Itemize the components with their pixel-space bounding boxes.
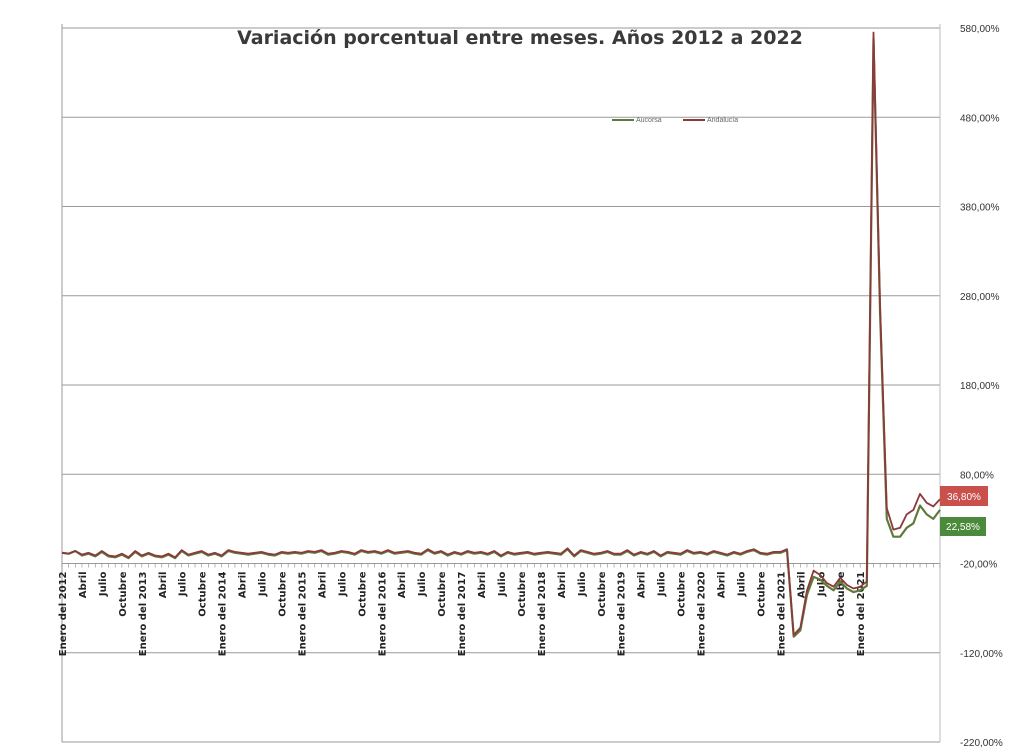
end-label-box-andalucia xyxy=(940,486,988,506)
x-tick-label-29: Abril xyxy=(637,572,648,599)
x-tick-label-16: Enero del 2016 xyxy=(377,571,388,656)
x-tick-label-36: Enero del 2021 xyxy=(776,571,787,656)
x-tick-label-4: Enero del 2013 xyxy=(138,571,149,656)
series-line-andalucia xyxy=(61,31,941,636)
x-tick-label-2: Julio xyxy=(98,571,109,597)
y-tick-label-7: -120,00% xyxy=(960,649,1003,660)
legend-label-andalucia: Andalucía xyxy=(707,117,738,124)
y-tick-label-1: 480,00% xyxy=(960,113,1000,124)
y-tick-label-3: 280,00% xyxy=(960,292,1000,303)
y-tick-label-4: 180,00% xyxy=(960,381,1000,392)
x-tick-label-9: Abril xyxy=(238,572,249,599)
x-tick-label-28: Enero del 2019 xyxy=(617,571,628,656)
x-tick-label-13: Abril xyxy=(317,572,328,599)
x-tick-label-37: Abril xyxy=(796,572,807,599)
x-tick-label-3: Octubre xyxy=(118,571,129,616)
x-tick-label-19: Octubre xyxy=(437,571,448,616)
legend-label-aucorsa: Aucorsa xyxy=(636,117,662,124)
x-tick-label-15: Octubre xyxy=(357,571,368,616)
x-tick-label-27: Octubre xyxy=(597,571,608,616)
x-tick-label-22: Julio xyxy=(497,571,508,597)
x-tick-label-30: Julio xyxy=(657,571,668,597)
x-tick-label-34: Julio xyxy=(736,571,747,597)
end-label-box-aucorsa xyxy=(940,517,986,536)
x-tick-label-5: Abril xyxy=(158,572,169,599)
x-tick-label-12: Enero del 2015 xyxy=(297,571,308,656)
series-lines xyxy=(61,31,941,638)
x-tick-label-0: Enero del 2012 xyxy=(58,571,69,656)
x-tick-label-39: Octubre xyxy=(836,571,847,616)
y-tick-label-0: 580,00% xyxy=(960,24,1000,35)
x-tick-label-38: Julio xyxy=(816,571,827,597)
x-tick-label-25: Abril xyxy=(557,572,568,599)
x-tick-label-20: Enero del 2017 xyxy=(457,571,468,656)
x-tick-label-17: Abril xyxy=(397,572,408,599)
x-tick-label-8: Enero del 2014 xyxy=(218,571,229,656)
y-tick-label-8: -220,00% xyxy=(960,738,1003,749)
x-tick-label-14: Julio xyxy=(337,571,348,597)
x-tick-label-40: Enero del 2021 xyxy=(856,571,867,656)
y-tick-label-6: -20,00% xyxy=(960,560,997,571)
x-tick-label-21: Abril xyxy=(477,572,488,599)
x-tick-label-7: Octubre xyxy=(198,571,209,616)
legend: Aucorsa Andalucía xyxy=(612,117,738,124)
grid-lines xyxy=(62,27,940,743)
x-tick-label-33: Abril xyxy=(717,572,728,599)
x-tick-label-1: Abril xyxy=(78,572,89,599)
x-tick-label-10: Julio xyxy=(258,571,269,597)
x-tick-label-26: Julio xyxy=(577,571,588,597)
chart-title: Variación porcentual entre meses. Años 2… xyxy=(237,27,803,49)
end-label-andalucia: 36,80% xyxy=(947,492,981,503)
x-tick-label-18: Julio xyxy=(417,571,428,597)
y-tick-label-2: 380,00% xyxy=(960,203,1000,214)
y-axis-tick-labels: 580,00% 480,00% 380,00% 280,00% 180,00% 80,00… xyxy=(960,24,1003,749)
x-axis-tick-labels: Enero del 2012 Abril Julio Octubre Enero del… xyxy=(58,571,867,656)
x-tick-label-23: Octubre xyxy=(517,571,528,616)
end-label-aucorsa: 22,58% xyxy=(946,522,980,533)
x-tick-label-35: Octubre xyxy=(756,571,767,616)
series-line-aucorsa xyxy=(61,37,941,638)
x-tick-label-32: Enero del 2020 xyxy=(697,571,708,656)
x-tick-label-11: Octubre xyxy=(278,571,289,616)
x-tick-label-24: Enero del 2018 xyxy=(537,571,548,656)
x-tick-label-31: Octubre xyxy=(677,571,688,616)
y-tick-label-5: 80,00% xyxy=(960,470,994,481)
x-tick-label-6: Julio xyxy=(178,571,189,597)
plot-frame xyxy=(61,24,941,742)
